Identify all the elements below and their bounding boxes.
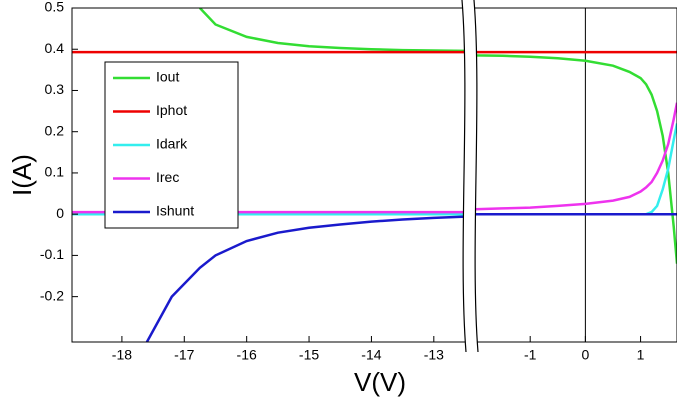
axis-break-fill [462, 0, 478, 352]
y-tick-label: 0.5 [45, 0, 65, 15]
y-tick-label: 0.2 [45, 122, 65, 138]
y-tick-label: 0.4 [45, 40, 65, 56]
x-tick-label: -16 [237, 347, 257, 363]
legend-label: Ishunt [156, 203, 194, 219]
y-tick-label: 0.1 [45, 164, 65, 180]
legend-label: Iout [156, 69, 179, 85]
series-line [198, 8, 677, 264]
plot-frame [71, 7, 677, 343]
x-tick-label: -13 [424, 347, 444, 363]
legend-label: Idark [156, 136, 188, 152]
x-tick-label: -17 [174, 347, 194, 363]
x-tick-label: -18 [112, 347, 132, 363]
x-tick-label: -1 [524, 347, 537, 363]
y-axis-label: I(A) [7, 154, 37, 196]
axis-break-edge [461, 0, 467, 353]
x-tick-label: 1 [637, 347, 645, 363]
axis-break-edge [473, 0, 479, 353]
series-line [145, 212, 677, 342]
y-tick-label: -0.1 [40, 246, 64, 262]
x-tick-label: 0 [581, 347, 589, 363]
y-tick-label: -0.2 [40, 287, 64, 303]
y-tick-label: 0 [56, 205, 64, 221]
legend-label: Irec [156, 169, 179, 185]
x-tick-label: -15 [299, 347, 319, 363]
axis-break [461, 0, 479, 353]
x-tick-label: -14 [361, 347, 381, 363]
y-tick-label: 0.3 [45, 81, 65, 97]
legend-label: Iphot [156, 102, 187, 118]
x-axis-label: V(V) [354, 367, 406, 397]
